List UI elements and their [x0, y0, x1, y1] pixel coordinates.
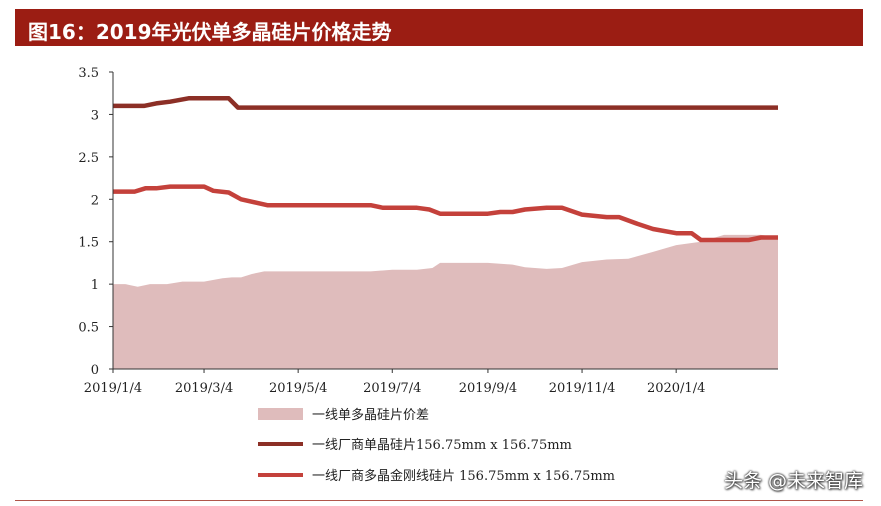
plot-area: 3.5 3 2.5 2 1.5 1 0.5 0 2019/1/4 2019/3/4 2019/5/… — [78, 66, 778, 396]
legend-item-mono: 一线厂商单晶硅片156.75mm x 156.75mm — [258, 438, 572, 453]
series-area-spread — [113, 234, 778, 369]
x-tick-label: 2019/7/4 — [363, 381, 421, 396]
y-tick-label: 1 — [91, 278, 99, 293]
legend-label-spread: 一线单多晶硅片价差 — [312, 407, 429, 423]
legend: 一线单多晶硅片价差 一线厂商单晶硅片156.75mm x 156.75mm 一线… — [258, 407, 615, 484]
x-tick-label: 2019/9/4 — [459, 381, 517, 396]
x-tick-label: 2019/11/4 — [549, 381, 616, 396]
x-tick-label: 2019/5/4 — [269, 381, 327, 396]
legend-swatch-spread — [258, 408, 303, 420]
x-axis-ticks: 2019/1/4 2019/3/4 2019/5/4 2019/7/4 2019/9/4… — [84, 369, 705, 396]
footer-rule — [15, 500, 863, 501]
y-tick-label: 2.5 — [78, 151, 99, 166]
y-tick-label: 2 — [91, 193, 99, 208]
y-tick-label: 0 — [91, 363, 99, 378]
series-line-multi — [113, 184, 778, 243]
series-line-mono — [113, 96, 778, 110]
legend-item-multi: 一线厂商多晶金刚线硅片 156.75mm x 156.75mm — [258, 468, 615, 484]
y-tick-label: 3.5 — [78, 66, 99, 81]
legend-label-multi: 一线厂商多晶金刚线硅片 156.75mm x 156.75mm — [312, 468, 615, 484]
y-axis-ticks: 3.5 3 2.5 2 1.5 1 0.5 0 — [78, 66, 113, 378]
watermark: 头条 @未来智库 — [723, 470, 863, 492]
y-tick-label: 0.5 — [78, 321, 99, 336]
y-tick-label: 1.5 — [78, 236, 99, 251]
area-series-layer — [113, 234, 778, 369]
line-series-layer — [113, 96, 778, 243]
y-tick-label: 3 — [91, 108, 99, 123]
figure-title-bar: 图16：2019年光伏单多晶硅片价格走势 — [15, 9, 863, 46]
x-tick-label: 2019/1/4 — [84, 381, 142, 396]
x-tick-label: 2019/3/4 — [175, 381, 233, 396]
legend-label-mono: 一线厂商单晶硅片156.75mm x 156.75mm — [312, 438, 572, 453]
legend-item-spread: 一线单多晶硅片价差 — [258, 407, 429, 423]
figure-title: 图16：2019年光伏单多晶硅片价格走势 — [28, 20, 392, 44]
x-tick-label: 2020/1/4 — [647, 381, 705, 396]
